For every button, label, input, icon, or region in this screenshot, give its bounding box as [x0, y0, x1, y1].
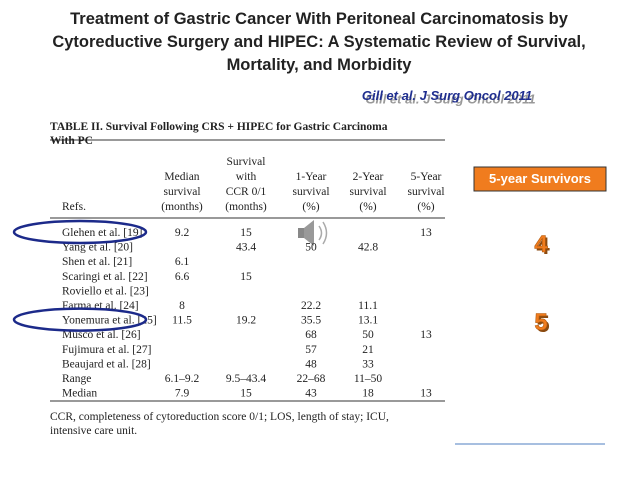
column-header: (%) [359, 201, 376, 213]
table-cell: 6.1–9.2 [165, 373, 200, 385]
table-cell: 42.8 [358, 242, 378, 254]
table-cell: 6.1 [175, 256, 190, 268]
row-label: Shen et al. [21] [62, 256, 132, 268]
table-cell: 9.2 [175, 227, 190, 239]
count-shadow: 5 [536, 311, 549, 338]
table-cell: 13 [420, 329, 432, 341]
column-header: 1-Year [296, 171, 327, 183]
count: 4 [534, 231, 548, 258]
row-label: Scaringi et al. [22] [62, 271, 148, 283]
citation-shadow: Gill et al. J Surg Oncol 2011 [365, 92, 535, 107]
table-cell: 13 [420, 227, 432, 239]
table-cell: 13 [420, 388, 432, 400]
table-cell: 22.2 [301, 300, 321, 312]
title-line: Mortality, and Morbidity [227, 56, 413, 74]
column-header: (%) [417, 201, 434, 213]
row-label: Beaujard et al. [28] [62, 358, 151, 370]
row-label: Yang et al. [20] [62, 242, 133, 254]
title-line: Treatment of Gastric Cancer With Periton… [70, 10, 569, 28]
table-cell: 50 [362, 329, 374, 341]
column-header: (months) [161, 201, 203, 213]
row-label: Fujimura et al. [27] [62, 344, 151, 356]
column-header: survival [407, 186, 444, 198]
title-line: Cytoreductive Surgery and HIPEC: A Syste… [52, 33, 585, 51]
count: 5 [534, 309, 547, 336]
table-cell: 50 [305, 242, 317, 254]
table-cell: 19.2 [236, 315, 256, 327]
column-header: 5-Year [411, 171, 442, 183]
table-cell: 11.5 [172, 315, 192, 327]
table-cell: 6.6 [175, 271, 190, 283]
table-cell: 33 [362, 358, 374, 370]
table-cell: 11–50 [354, 373, 383, 385]
table-footnote: intensive care unit. [50, 425, 137, 437]
column-header: survival [163, 186, 200, 198]
row-label: Roviello et al. [23] [62, 285, 149, 297]
table-cell: 57 [305, 344, 317, 356]
column-header: Survival [227, 156, 266, 168]
column-header: Median [164, 171, 199, 183]
table-cell: 68 [305, 329, 317, 341]
row-label: Yonemura et al. [25] [62, 315, 157, 327]
column-header: (months) [225, 201, 267, 213]
count-shadow: 4 [536, 233, 550, 260]
table-caption: TABLE II. Survival Following CRS + HIPEC… [50, 121, 388, 133]
row-label: Median [62, 388, 97, 400]
callout-label: 5-year Survivors [489, 171, 591, 186]
column-header: survival [292, 186, 329, 198]
row-label: Glehen et al. [19] [62, 227, 142, 239]
speaker-icon [298, 220, 328, 246]
table-caption: With PC [50, 135, 93, 147]
table-cell: 22–68 [297, 373, 326, 385]
table-cell: 18 [362, 388, 374, 400]
column-header: survival [349, 186, 386, 198]
table-cell: 48 [305, 358, 317, 370]
table-cell: 15 [240, 227, 252, 239]
callout-box [473, 166, 607, 192]
column-header: CCR 0/1 [226, 186, 267, 198]
table-cell: 15 [240, 388, 252, 400]
table-cell: 9.5–43.4 [226, 373, 267, 385]
table-cell: 13.1 [358, 315, 378, 327]
table-cell: 8 [179, 300, 185, 312]
table-cell: 11.1 [358, 300, 378, 312]
column-header: (%) [302, 201, 319, 213]
table-cell: 43.4 [236, 242, 256, 254]
citation: Gill et al. J Surg Oncol 2011 [362, 88, 532, 103]
table-cell: 35.5 [301, 315, 321, 327]
table-footnote: CCR, completeness of cytoreduction score… [50, 411, 389, 423]
column-header: 2-Year [353, 171, 384, 183]
table-cell: 21 [362, 344, 374, 356]
column-header: Refs. [62, 201, 86, 213]
table-cell: 43 [305, 388, 317, 400]
row-label: Range [62, 373, 91, 385]
table-cell: 15 [240, 271, 252, 283]
highlight-ellipse [12, 307, 148, 332]
row-label: Musco et al. [26] [62, 329, 141, 341]
highlight-ellipse [12, 219, 148, 245]
table-cell: 7.9 [175, 388, 190, 400]
column-header: with [236, 171, 257, 183]
